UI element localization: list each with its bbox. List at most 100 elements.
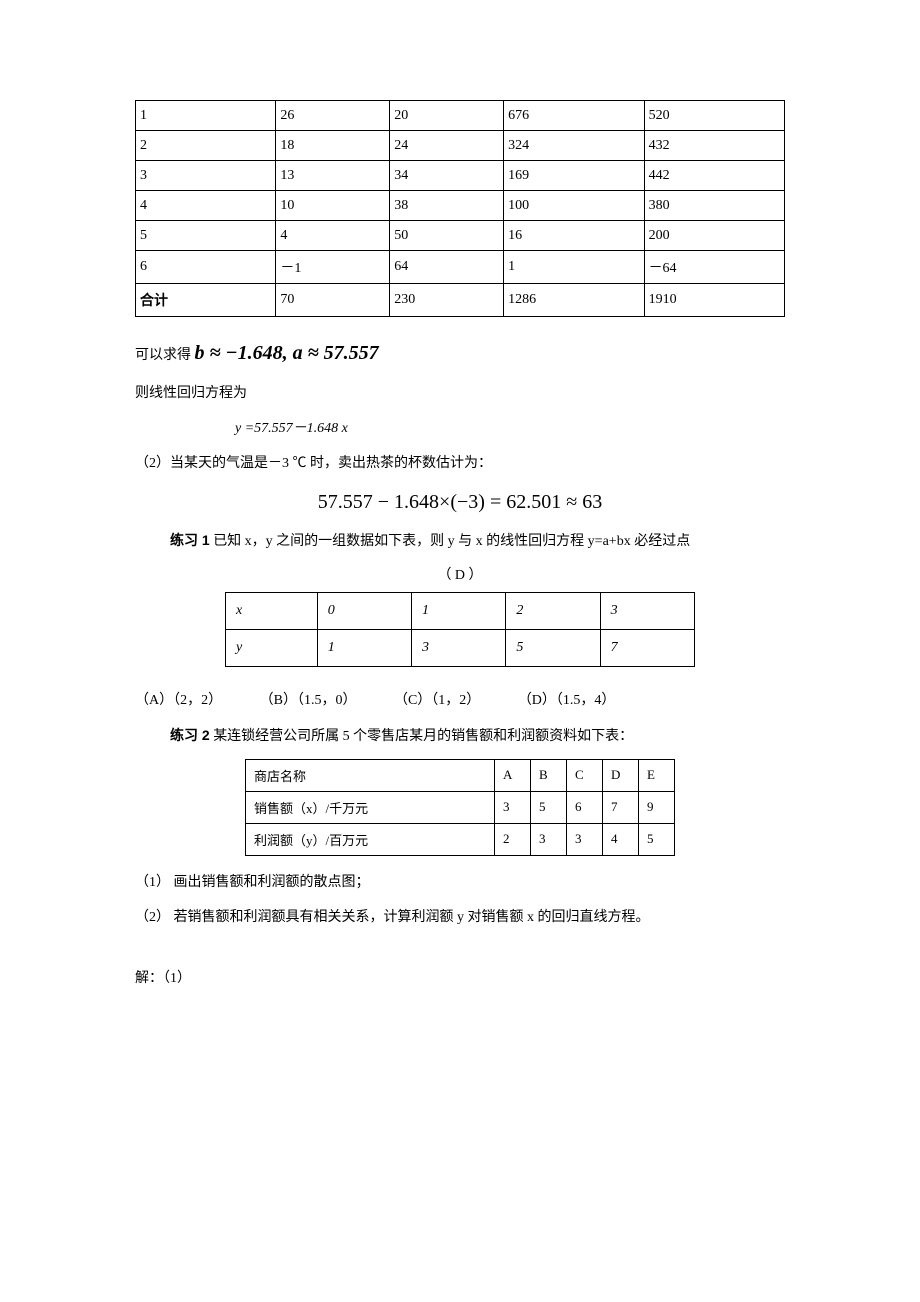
cell: 169: [504, 161, 644, 191]
table-row: 商店名称 A B C D E: [246, 759, 675, 791]
cell: 442: [644, 161, 784, 191]
cell: 20: [390, 101, 504, 131]
cell: 3: [531, 823, 567, 855]
cell: 2: [506, 592, 600, 629]
table-row: 利润额（y）/百万元 2 3 3 4 5: [246, 823, 675, 855]
cell: 3: [600, 592, 694, 629]
cell: －64: [644, 251, 784, 284]
cell: 520: [644, 101, 784, 131]
table-row: 销售额（x）/千万元 3 5 6 7 9: [246, 791, 675, 823]
cell: 3: [136, 161, 276, 191]
calculation-equation: 57.557 − 1.648×(−3) = 62.501 ≈ 63: [135, 491, 785, 514]
cell: 6: [567, 791, 603, 823]
cell: 合计: [136, 284, 276, 317]
regression-data-table: 1 26 20 676 520 2 18 24 324 432 3 13 34 …: [135, 100, 785, 317]
header-x: x: [226, 592, 318, 629]
practice-1-label: 练习 1: [170, 532, 210, 548]
sub-question-1: （1） 画出销售额和利润额的散点图；: [135, 870, 785, 897]
cell: D: [603, 759, 639, 791]
cell: 3: [567, 823, 603, 855]
coefficients-math: b ≈ −1.648, a ≈ 57.557: [195, 342, 379, 364]
cell: 26: [276, 101, 390, 131]
cell: 3: [495, 791, 531, 823]
cell: 50: [390, 221, 504, 251]
answer-options: （A）（2，2） （B）（1.5，0） （C）（1，2） （D）（1.5，4）: [135, 689, 785, 709]
table-total-row: 合计 70 230 1286 1910: [136, 284, 785, 317]
practice-2: 练习 2 某连锁经营公司所属 5 个零售店某月的销售额和利润额资料如下表：: [135, 723, 785, 749]
cell: 1910: [644, 284, 784, 317]
cell: 7: [603, 791, 639, 823]
text-label: 可以求得: [135, 348, 195, 363]
cell: 1: [136, 101, 276, 131]
then-equation-label: 则线性回归方程为: [135, 381, 785, 406]
practice-2-text: 某连锁经营公司所属 5 个零售店某月的销售额和利润额资料如下表：: [210, 729, 634, 744]
cell: 34: [390, 161, 504, 191]
cell: 676: [504, 101, 644, 131]
solution-label: 解：（1）: [135, 967, 785, 987]
table-row: y 1 3 5 7: [226, 629, 695, 666]
cell: 1: [504, 251, 644, 284]
cell: 5: [136, 221, 276, 251]
cell: 1286: [504, 284, 644, 317]
cell: 70: [276, 284, 390, 317]
table-row: 3 13 34 169 442: [136, 161, 785, 191]
practice-1-text: 已知 x，y 之间的一组数据如下表，则 y 与 x 的线性回归方程 y=a+bx…: [210, 534, 691, 549]
cell: 5: [506, 629, 600, 666]
cell: 230: [390, 284, 504, 317]
cell: 1: [412, 592, 506, 629]
table-row: 6 －1 64 1 －64: [136, 251, 785, 284]
header-y: y: [226, 629, 318, 666]
cell: 5: [639, 823, 675, 855]
cell: 1: [317, 629, 411, 666]
equation-text: y =57.557－1.648 x: [235, 421, 348, 436]
cell: 324: [504, 131, 644, 161]
sub-question-2: （2） 若销售额和利润额具有相关关系，计算利润额 y 对销售额 x 的回归直线方…: [135, 905, 785, 932]
option-d: （D）（1.5，4）: [518, 693, 616, 708]
table-row: x 0 1 2 3: [226, 592, 695, 629]
cell: 432: [644, 131, 784, 161]
cell: E: [639, 759, 675, 791]
cell: A: [495, 759, 531, 791]
result-text: 可以求得 b ≈ −1.648, a ≈ 57.557: [135, 335, 785, 371]
header-profit: 利润额（y）/百万元: [246, 823, 495, 855]
practice-2-label: 练习 2: [170, 727, 210, 743]
cell: C: [567, 759, 603, 791]
cell: 2: [495, 823, 531, 855]
cell: 100: [504, 191, 644, 221]
cell: 9: [639, 791, 675, 823]
cell: 18: [276, 131, 390, 161]
practice-1: 练习 1 已知 x，y 之间的一组数据如下表，则 y 与 x 的线性回归方程 y…: [135, 528, 785, 554]
header-sales: 销售额（x）/千万元: [246, 791, 495, 823]
header-store: 商店名称: [246, 759, 495, 791]
cell: 24: [390, 131, 504, 161]
cell: 4: [136, 191, 276, 221]
cell: 4: [603, 823, 639, 855]
cell: 13: [276, 161, 390, 191]
practice-1-answer: （ D ）: [135, 564, 785, 584]
table-row: 1 26 20 676 520: [136, 101, 785, 131]
table-row: 5 4 50 16 200: [136, 221, 785, 251]
cell: 16: [504, 221, 644, 251]
sales-profit-table: 商店名称 A B C D E 销售额（x）/千万元 3 5 6 7 9 利润额（…: [245, 759, 675, 856]
cell: 5: [531, 791, 567, 823]
cell: 3: [412, 629, 506, 666]
cell: －1: [276, 251, 390, 284]
cell: 7: [600, 629, 694, 666]
table-row: 4 10 38 100 380: [136, 191, 785, 221]
cell: 200: [644, 221, 784, 251]
cell: 10: [276, 191, 390, 221]
cell: 380: [644, 191, 784, 221]
cell: 38: [390, 191, 504, 221]
option-c: （C）（1，2）: [394, 693, 480, 708]
option-a: （A）（2，2）: [135, 693, 222, 708]
cell: 0: [317, 592, 411, 629]
question-2-text: （2）当某天的气温是－3 ℃ 时，卖出热茶的杯数估计为：: [135, 451, 785, 476]
cell: 6: [136, 251, 276, 284]
xy-data-table: x 0 1 2 3 y 1 3 5 7: [225, 592, 695, 667]
table-row: 2 18 24 324 432: [136, 131, 785, 161]
cell: 64: [390, 251, 504, 284]
cell: 2: [136, 131, 276, 161]
regression-equation: y =57.557－1.648 x: [135, 416, 785, 441]
option-b: （B）（1.5，0）: [260, 693, 357, 708]
cell: 4: [276, 221, 390, 251]
